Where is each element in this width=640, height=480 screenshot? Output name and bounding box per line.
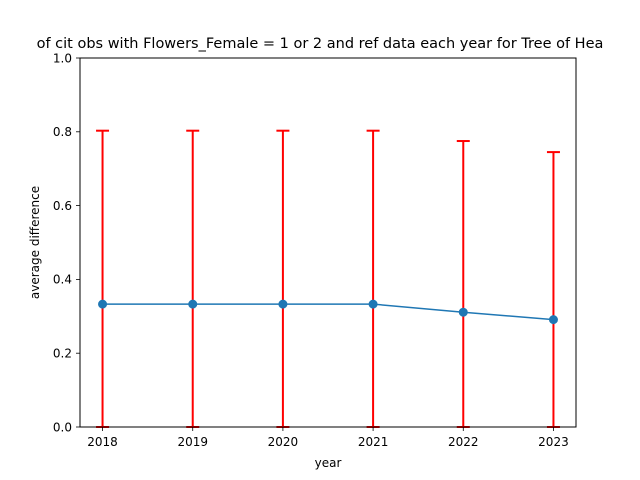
data-point [98,299,108,309]
error-bar [546,151,560,428]
data-point [278,299,288,309]
y-tick-label: 1.0 [53,51,72,65]
x-tick-label: 2023 [538,435,569,449]
x-tick-label: 2022 [448,435,479,449]
error-bar [276,129,290,428]
y-tick-label: 0.4 [53,273,72,287]
data-point [188,299,198,309]
x-axis-ticks: 2018 2019 2020 2021 2022 2023 [87,427,569,449]
error-bar [186,129,200,428]
x-axis-label: year [315,456,342,470]
data-point [458,307,468,317]
x-tick-label: 2021 [358,435,389,449]
plot-marks [96,129,560,428]
series-line [102,303,554,321]
y-tick-label: 0.6 [53,199,72,213]
data-point [548,315,558,325]
data-point [368,299,378,309]
x-tick-label: 2020 [268,435,299,449]
y-axis-label: average difference [28,186,42,299]
error-bar [366,129,380,428]
x-tick-label: 2018 [87,435,118,449]
y-tick-label: 0.8 [53,125,72,139]
chart-title: of cit obs with Flowers_Female = 1 or 2 … [37,36,604,52]
y-tick-label: 0.2 [53,347,72,361]
error-bar [96,129,110,428]
y-tick-label: 0.0 [53,420,72,434]
y-axis-ticks: 0.0 0.2 0.4 0.6 0.8 1.0 [53,51,80,434]
x-tick-label: 2019 [177,435,208,449]
error-bar [456,140,470,428]
plot-frame [79,57,577,428]
